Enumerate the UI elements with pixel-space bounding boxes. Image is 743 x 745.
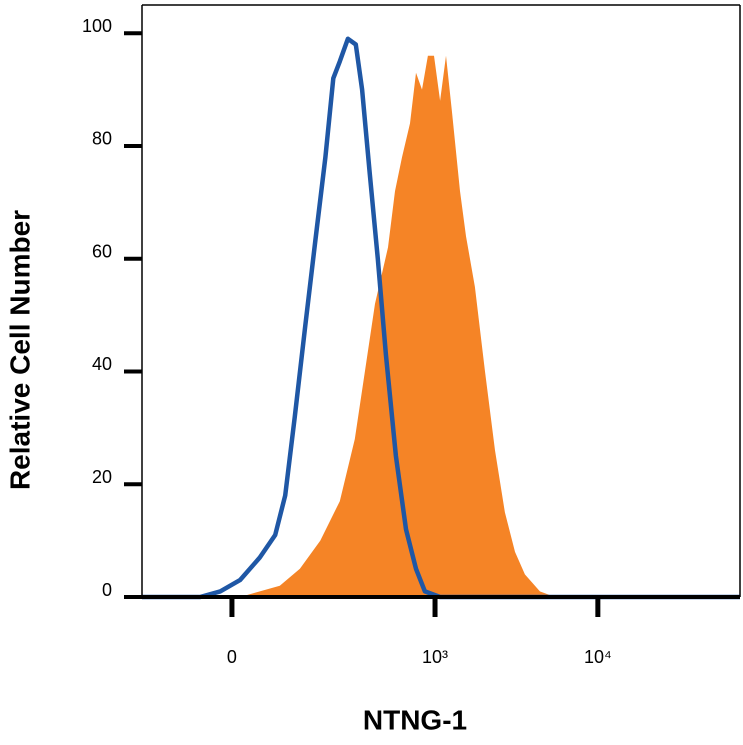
filled-histogram [142, 55, 740, 597]
x-axis-label: NTNG-1 [363, 704, 467, 735]
x-tick-label: 10³ [422, 647, 448, 667]
histogram-line [142, 36, 740, 600]
y-tick-label: 20 [92, 467, 112, 487]
y-tick-label: 60 [92, 241, 112, 261]
y-axis-label: Relative Cell Number [4, 210, 35, 490]
y-tick-label: 40 [92, 354, 112, 374]
y-tick-label: 80 [92, 129, 112, 149]
y-tick-label: 0 [102, 580, 112, 600]
x-tick-label: 0 [227, 647, 237, 667]
x-tick-label: 10⁴ [584, 647, 612, 667]
y-tick-label: 100 [82, 16, 112, 36]
